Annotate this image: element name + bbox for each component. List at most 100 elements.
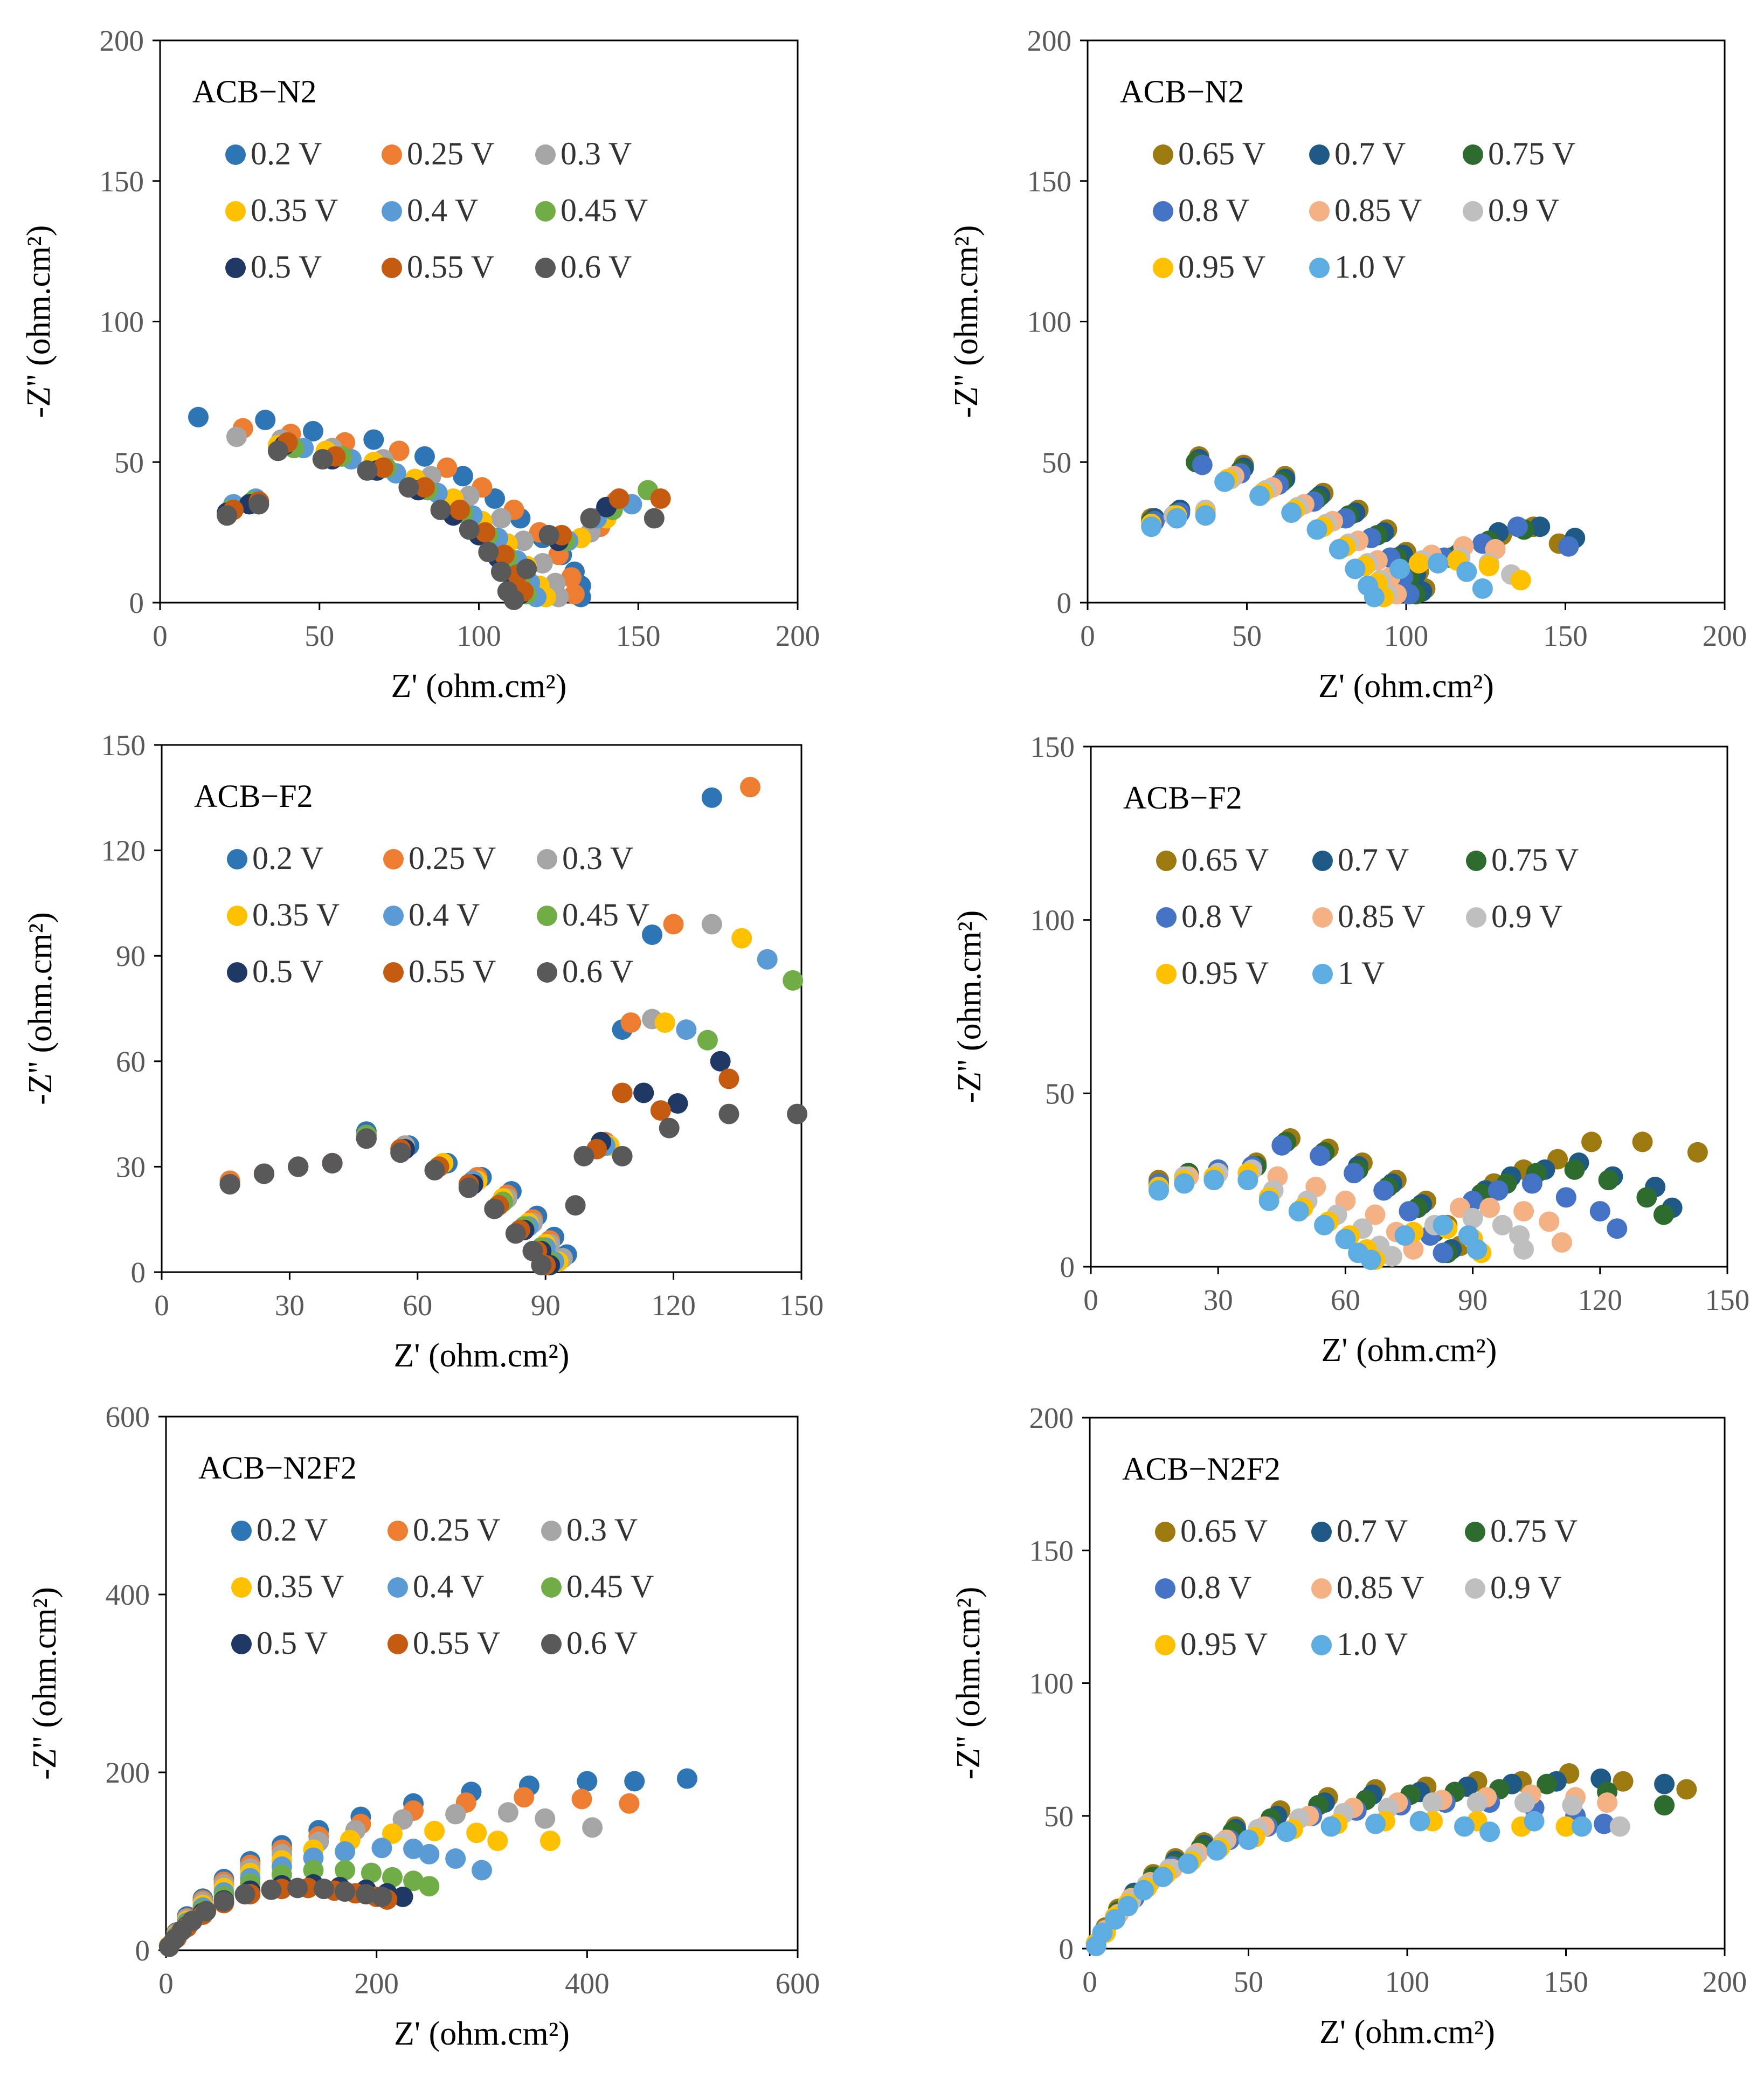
legend-marker	[535, 144, 556, 165]
data-point	[531, 1254, 552, 1275]
x-tick-label: 60	[1331, 1283, 1360, 1316]
legend-marker	[382, 144, 402, 165]
data-point	[718, 1068, 739, 1089]
y-tick-label: 200	[1029, 1401, 1074, 1434]
x-tick-label: 50	[1232, 619, 1262, 652]
data-point	[580, 508, 601, 529]
data-point	[1514, 1792, 1535, 1813]
y-tick-label: 600	[106, 1400, 150, 1433]
data-point	[710, 1051, 731, 1072]
data-point	[561, 567, 582, 588]
x-tick-label: 30	[275, 1289, 305, 1322]
legend-label: 0.65 V	[1178, 136, 1265, 171]
data-point	[335, 1860, 356, 1881]
data-point	[371, 1838, 392, 1859]
data-point	[654, 1012, 675, 1033]
data-point	[1152, 1867, 1173, 1888]
data-point	[255, 410, 276, 431]
legend-label: 0.95 V	[1178, 249, 1265, 285]
panel-title: ACB−N2	[1120, 74, 1244, 109]
legend-label: 1 V	[1338, 955, 1385, 991]
y-tick-label: 60	[116, 1045, 146, 1078]
y-tick-label: 100	[100, 306, 144, 339]
plot-frame	[165, 1416, 799, 1951]
legend-label: 0.9 V	[1488, 192, 1559, 228]
legend-marker	[1156, 851, 1177, 871]
x-tick-label: 0	[1083, 1283, 1098, 1316]
legend-marker	[1153, 144, 1173, 165]
legend-marker	[225, 144, 246, 165]
data-point	[516, 558, 537, 579]
panel-title: ACB−F2	[1123, 780, 1242, 816]
legend-marker	[383, 849, 404, 869]
legend-marker	[537, 962, 557, 983]
y-tick-label: 50	[114, 446, 144, 479]
data-point	[1676, 1779, 1697, 1800]
data-point	[414, 446, 435, 467]
legend-marker	[541, 1521, 562, 1541]
data-point	[1408, 553, 1429, 574]
legend-marker	[1311, 1635, 1332, 1655]
data-point	[371, 1887, 392, 1907]
data-point	[573, 1145, 594, 1166]
data-point	[1365, 1813, 1386, 1834]
data-point	[287, 1877, 308, 1898]
data-point	[1478, 556, 1499, 577]
y-tick-label: 150	[1027, 165, 1072, 198]
legend-label: 0.85 V	[1337, 1570, 1424, 1605]
data-point	[532, 553, 553, 574]
data-point	[1329, 538, 1350, 560]
data-point	[373, 457, 394, 478]
legend-marker	[535, 201, 556, 222]
legend-label: 0.25 V	[413, 1512, 500, 1548]
legend-label: 0.55 V	[407, 249, 494, 285]
data-point	[650, 1100, 671, 1121]
y-tick-label: 150	[101, 729, 146, 762]
y-axis-label: -Z'' (ohm.cm²)	[22, 912, 59, 1105]
chart-panel-6: 0 50 100 150 200 0 50 100 150 200 Z' (ohm.cm²) -Z''…	[950, 1401, 1747, 2051]
data-point	[267, 440, 288, 461]
legend-marker	[382, 258, 402, 278]
y-tick-label: 200	[100, 24, 144, 57]
series-0.6-V	[158, 1877, 392, 1957]
y-axis-label: -Z'' (ohm.cm²)	[948, 225, 985, 418]
data-point	[1382, 1246, 1403, 1267]
chart-panel-4: 0 30 60 90 120 150 0 50 100 150 Z' (ohm.cm²) -Z'' (…	[951, 730, 1749, 1369]
series-0.95-V	[1141, 468, 1531, 607]
data-point	[288, 1156, 309, 1177]
data-point	[188, 406, 209, 427]
legend-marker	[227, 906, 247, 926]
data-point	[650, 488, 671, 509]
data-point	[248, 494, 269, 515]
legend-marker	[1156, 907, 1177, 928]
x-axis-label: Z' (ohm.cm²)	[394, 1337, 570, 1374]
legend-label: 0.55 V	[409, 954, 496, 989]
legend-marker	[388, 1634, 408, 1654]
legend-marker	[231, 1634, 252, 1654]
legend-label: 0.5 V	[252, 954, 323, 989]
legend-marker	[1155, 1578, 1175, 1599]
data-point	[1409, 1811, 1430, 1832]
legend-label: 0.75 V	[1488, 136, 1575, 171]
data-point	[1571, 1816, 1592, 1837]
legend-marker	[1466, 851, 1486, 871]
legend-marker	[1309, 144, 1330, 165]
legend-label: 0.35 V	[251, 192, 338, 228]
legend-label: 0.85 V	[1334, 192, 1422, 228]
x-tick-label: 0	[1082, 1965, 1097, 1998]
legend-marker	[227, 849, 247, 869]
chart-panel-3: 0 30 60 90 120 150 0 30 60 90 120 150 Z' (ohm.cm²) -Z…	[22, 729, 824, 1374]
data-point	[1597, 1792, 1618, 1813]
data-point	[1636, 1187, 1657, 1208]
x-tick-label: 150	[779, 1289, 824, 1322]
data-point	[414, 477, 435, 498]
legend-marker	[231, 1577, 252, 1598]
data-point	[1276, 1821, 1297, 1842]
data-point	[564, 584, 585, 605]
legend-marker	[388, 1577, 408, 1598]
data-point	[1306, 519, 1327, 540]
legend-marker	[1309, 201, 1330, 222]
x-tick-label: 90	[531, 1289, 561, 1322]
data-point	[633, 1082, 654, 1103]
data-point	[1462, 1207, 1483, 1228]
